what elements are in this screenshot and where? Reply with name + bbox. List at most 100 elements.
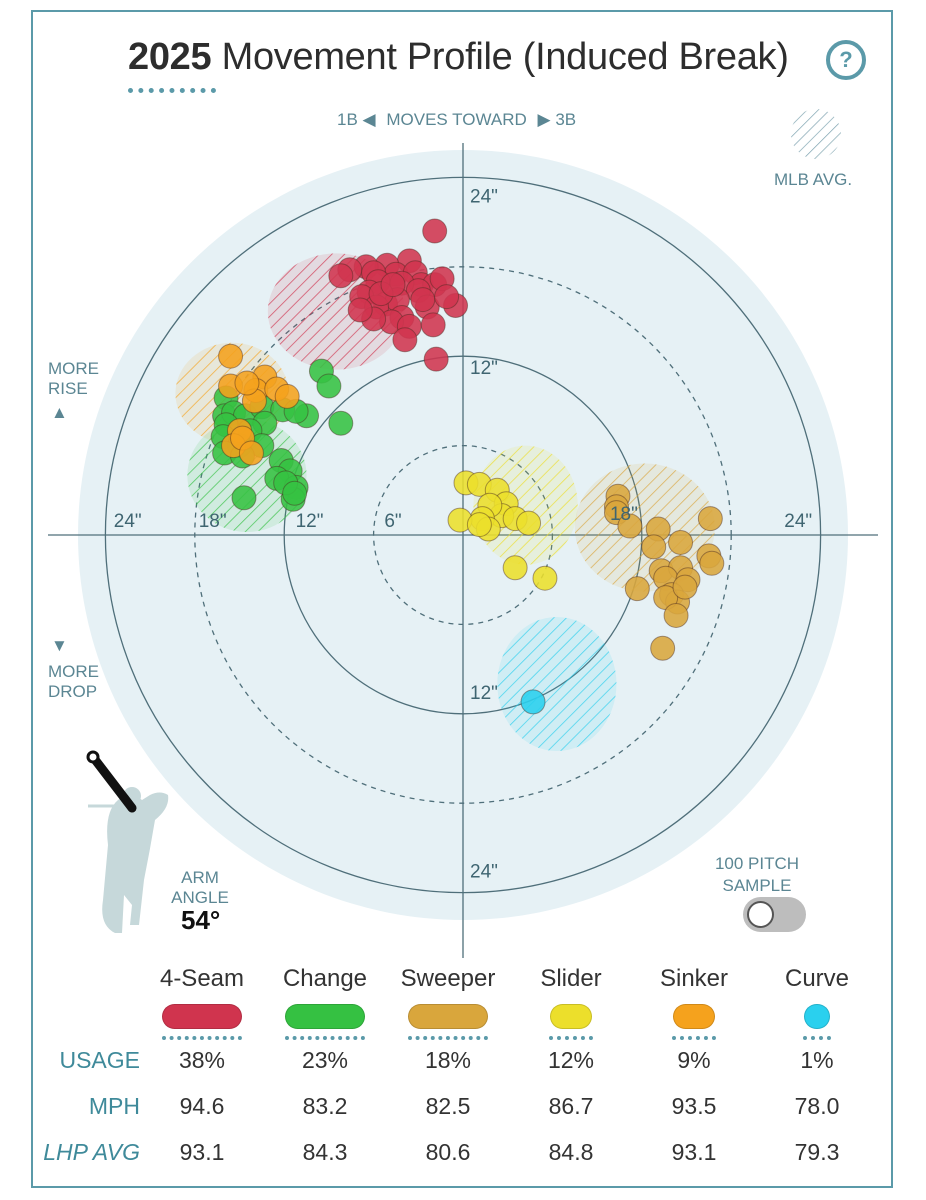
pitch-point-change[interactable]: [328, 410, 354, 436]
pitch-point-slider[interactable]: [466, 512, 492, 538]
legend-swatch-slider[interactable]: [550, 1004, 592, 1029]
direction-label: 1B ◀ MOVES TOWARD ▶ 3B: [337, 110, 576, 130]
pitch-point-change[interactable]: [231, 485, 257, 511]
pitch-point-sweeper[interactable]: [624, 576, 650, 602]
pitch-point-sweeper[interactable]: [668, 529, 694, 555]
pitch-point-slider[interactable]: [516, 510, 542, 536]
tick-top-12: 12": [470, 358, 498, 379]
legend-underline-4-seam: [162, 1036, 242, 1040]
direction-middle: MOVES TOWARD: [386, 110, 527, 129]
tick-left-6: 6": [384, 511, 401, 532]
usage-slider: 12%: [547, 1047, 595, 1073]
legend-underline-slider: [549, 1036, 593, 1040]
mlb-avg-label: MLB AVG.: [774, 170, 853, 189]
card-frame: [31, 10, 893, 1188]
tick-right-18: 18": [610, 504, 638, 525]
pitcher-silhouette: [86, 750, 169, 933]
tick-top-24: 24": [470, 187, 498, 208]
lhp-avg-sweeper: 80.6: [425, 1139, 471, 1165]
left-arrow-icon: ◀: [362, 110, 376, 129]
arm-angle-value: 54°: [181, 905, 221, 935]
pitch-point-slider[interactable]: [532, 565, 558, 591]
pitch-point-sweeper[interactable]: [697, 506, 723, 532]
pitch-point-sweeper[interactable]: [663, 602, 689, 628]
row-label-usage: USAGE: [59, 1047, 140, 1073]
pitch-point-4-seam[interactable]: [420, 312, 446, 338]
usage-sweeper: 18%: [424, 1047, 472, 1073]
legend-swatch-sinker[interactable]: [673, 1004, 715, 1029]
lhp-avg-sinker: 93.1: [671, 1139, 717, 1165]
title-text: Movement Profile (Induced Break): [221, 36, 789, 78]
pitch-point-4-seam[interactable]: [380, 272, 406, 298]
tick-left-18: 18": [199, 511, 227, 532]
title-underline: [128, 88, 216, 93]
pitch-point-4-seam[interactable]: [347, 297, 373, 323]
pitch-point-sweeper[interactable]: [641, 534, 667, 560]
lhp-avg-4-seam: 93.1: [179, 1139, 225, 1165]
legend-underline-sinker: [672, 1036, 716, 1040]
pitch-point-4-seam[interactable]: [434, 284, 460, 310]
pitch-point-sweeper[interactable]: [699, 550, 725, 576]
tick-bottom-24: 24": [470, 862, 498, 883]
row-label-mph: MPH: [88, 1093, 140, 1119]
pitch-point-4-seam[interactable]: [410, 287, 436, 313]
legend-underline-change: [285, 1036, 365, 1040]
tick-right-24: 24": [784, 511, 812, 532]
pitch-point-4-seam[interactable]: [392, 327, 418, 353]
legend-name-sweeper[interactable]: Sweeper: [400, 965, 496, 992]
pitch-point-sinker[interactable]: [234, 370, 260, 396]
more-rise-label: MORE RISE ▲: [48, 359, 99, 422]
pitch-point-sweeper[interactable]: [672, 574, 698, 600]
lhp-avg-curve: 79.3: [794, 1139, 840, 1165]
tick-bottom-12: 12": [470, 683, 498, 704]
mlb-avg-swatch: [791, 109, 841, 159]
tick-left-24: 24": [114, 511, 142, 532]
sample-toggle-label: 100 PITCH SAMPLE: [714, 854, 800, 895]
arm-angle-line: [88, 752, 137, 813]
pitch-point-sweeper[interactable]: [650, 635, 676, 661]
legend-name-curve[interactable]: Curve: [784, 965, 850, 992]
usage-sinker: 9%: [677, 1047, 711, 1073]
usage-curve: 1%: [800, 1047, 834, 1073]
help-button[interactable]: ?: [826, 40, 866, 80]
row-label-lhp-avg: LHP AVG: [43, 1139, 140, 1165]
usage-4-seam: 38%: [178, 1047, 226, 1073]
mph-sweeper: 82.5: [425, 1093, 471, 1119]
mph-curve: 78.0: [794, 1093, 840, 1119]
pitch-point-change[interactable]: [282, 480, 308, 506]
legend-swatch-4-seam[interactable]: [162, 1004, 242, 1029]
pitch-point-sinker[interactable]: [274, 383, 300, 409]
mph-slider: 86.7: [548, 1093, 594, 1119]
pitch-point-curve[interactable]: [520, 689, 546, 715]
toggle-knob: [747, 901, 774, 928]
sample-toggle[interactable]: [743, 897, 806, 932]
mlb-avg-curve: [497, 616, 617, 752]
pitch-point-sinker[interactable]: [218, 343, 244, 369]
legend-swatch-change[interactable]: [285, 1004, 365, 1029]
page-title: 2025 Movement Profile (Induced Break): [128, 36, 789, 79]
legend-name-sinker[interactable]: Sinker: [659, 965, 729, 992]
mph-sinker: 93.5: [671, 1093, 717, 1119]
pitch-point-sweeper[interactable]: [617, 513, 643, 539]
lhp-avg-change: 84.3: [302, 1139, 348, 1165]
legend-name-4-seam[interactable]: 4-Seam: [159, 965, 245, 992]
legend-name-change[interactable]: Change: [282, 965, 368, 992]
legend-swatch-sweeper[interactable]: [408, 1004, 488, 1029]
right-arrow-icon: ▶: [537, 110, 551, 129]
legend-swatch-curve[interactable]: [804, 1004, 830, 1029]
pitch-point-sinker[interactable]: [238, 440, 264, 466]
pitch-point-4-seam[interactable]: [422, 218, 448, 244]
arm-angle-label: ARM ANGLE: [171, 868, 229, 907]
lhp-avg-slider: 84.8: [548, 1139, 594, 1165]
pitch-point-4-seam[interactable]: [328, 263, 354, 289]
pitch-point-change[interactable]: [316, 373, 342, 399]
direction-left: 1B: [337, 110, 358, 129]
usage-change: 23%: [301, 1047, 349, 1073]
pitch-point-slider[interactable]: [502, 555, 528, 581]
direction-right: 3B: [555, 110, 577, 129]
down-triangle-icon: ▼: [51, 636, 68, 655]
pitch-point-4-seam[interactable]: [423, 346, 449, 372]
legend-name-slider[interactable]: Slider: [540, 965, 602, 992]
legend-underline-curve: [803, 1036, 831, 1040]
